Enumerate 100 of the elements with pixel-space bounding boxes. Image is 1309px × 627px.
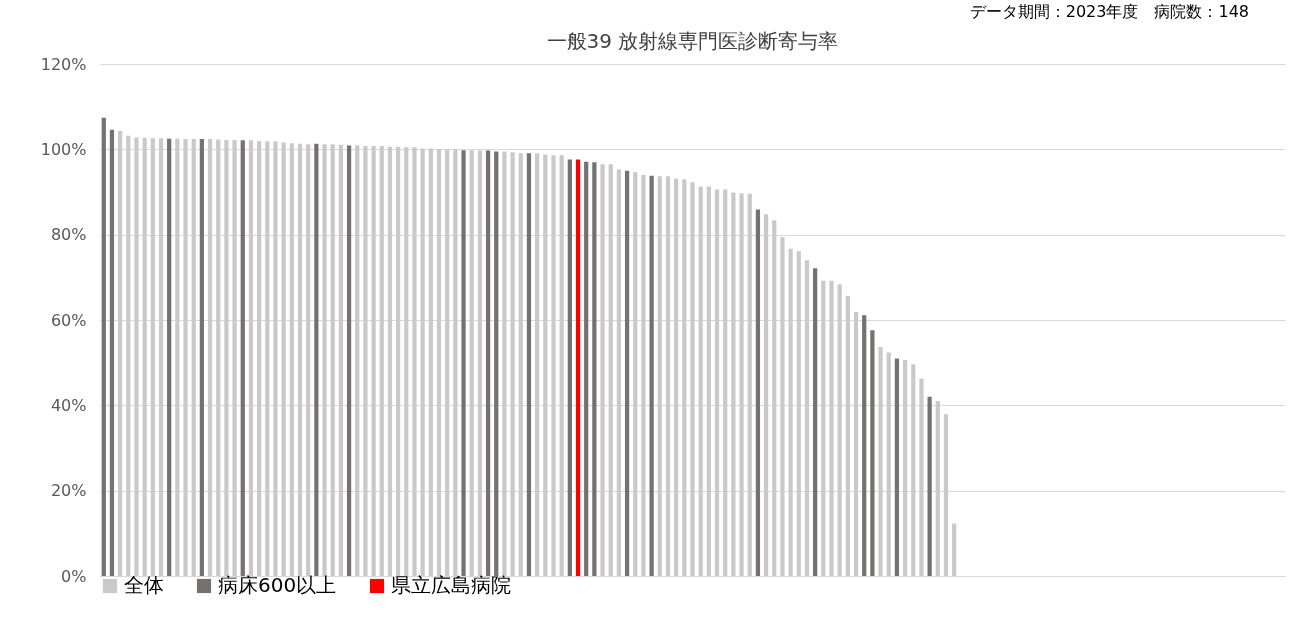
bar — [935, 401, 940, 576]
legend-label: 県立広島病院 — [391, 573, 511, 597]
bar — [886, 352, 891, 576]
bar — [682, 179, 687, 576]
bar — [297, 143, 303, 576]
bar — [796, 251, 801, 576]
bar — [158, 138, 164, 576]
bar — [101, 117, 106, 576]
bar — [543, 154, 548, 576]
bar — [199, 139, 204, 576]
bar — [706, 186, 711, 576]
bar — [739, 193, 744, 576]
bar — [183, 139, 188, 576]
bar — [608, 164, 613, 576]
bar — [575, 159, 581, 576]
bar — [485, 150, 491, 576]
bar — [674, 178, 679, 576]
y-tick-label: 100% — [40, 139, 87, 159]
y-tick-label: 80% — [50, 225, 87, 245]
bar — [150, 138, 155, 576]
bar — [698, 186, 703, 576]
y-tick-label: 0% — [61, 566, 87, 586]
y-tick-label: 60% — [50, 310, 87, 330]
bar — [387, 146, 393, 576]
bar — [224, 139, 229, 576]
bar — [902, 360, 908, 576]
bar — [567, 159, 572, 576]
bar — [690, 182, 695, 576]
bar — [420, 148, 425, 576]
bar — [829, 280, 834, 576]
bar — [584, 161, 589, 576]
bar — [723, 189, 728, 576]
bar — [338, 144, 344, 576]
bar — [878, 346, 883, 576]
bar — [747, 193, 752, 576]
bar — [592, 162, 597, 576]
bar — [142, 137, 147, 576]
bar — [207, 139, 213, 576]
bar — [265, 141, 270, 576]
bar — [216, 139, 221, 576]
bar — [755, 209, 761, 576]
bar — [396, 146, 401, 576]
bar — [788, 248, 793, 576]
bar — [167, 138, 172, 576]
bar — [453, 149, 458, 576]
bar — [240, 140, 245, 576]
bar — [412, 147, 417, 576]
bar — [731, 192, 736, 576]
bar — [126, 135, 131, 576]
bar — [633, 172, 638, 576]
bar — [551, 155, 556, 576]
bar — [952, 523, 957, 576]
bar — [641, 174, 646, 576]
bar — [837, 284, 842, 576]
bar — [314, 143, 319, 576]
bar — [510, 152, 515, 576]
bar — [232, 139, 237, 576]
legend-label: 全体 — [124, 573, 164, 597]
bar — [894, 358, 900, 576]
bar — [943, 414, 949, 576]
bar — [600, 164, 605, 576]
bar — [289, 143, 294, 576]
bar — [502, 151, 507, 576]
bar — [355, 145, 360, 576]
bar — [404, 147, 409, 576]
bar — [461, 150, 466, 576]
bar — [363, 145, 368, 576]
bar — [845, 296, 850, 576]
bar — [714, 189, 720, 576]
bar — [853, 311, 859, 576]
bar — [919, 378, 924, 576]
bar — [322, 144, 327, 576]
bar — [780, 237, 785, 576]
bar — [616, 169, 622, 576]
bar — [371, 145, 376, 576]
bar — [526, 153, 532, 576]
bar — [346, 145, 352, 576]
bar — [804, 260, 810, 576]
bar — [518, 153, 523, 576]
bar — [911, 364, 916, 576]
bar — [273, 141, 278, 576]
bar — [248, 140, 254, 576]
bar — [428, 148, 433, 576]
text: データ期間：2023年度 病院数：148 — [969, 2, 1249, 23]
bar — [772, 220, 777, 576]
bar — [379, 145, 384, 576]
bar — [109, 129, 115, 576]
bar — [330, 144, 335, 576]
bar — [927, 396, 932, 576]
bar — [306, 144, 311, 576]
chart-title: 一般39 放射線専門医診断寄与率 — [546, 29, 839, 53]
bar — [191, 139, 196, 576]
bar — [535, 153, 540, 576]
y-tick-label: 20% — [50, 481, 87, 501]
bar — [559, 155, 564, 576]
legend-label: 病床600以上 — [218, 573, 337, 597]
bar — [281, 142, 286, 576]
bar — [624, 170, 630, 576]
bar — [649, 175, 654, 576]
bar — [257, 141, 262, 576]
